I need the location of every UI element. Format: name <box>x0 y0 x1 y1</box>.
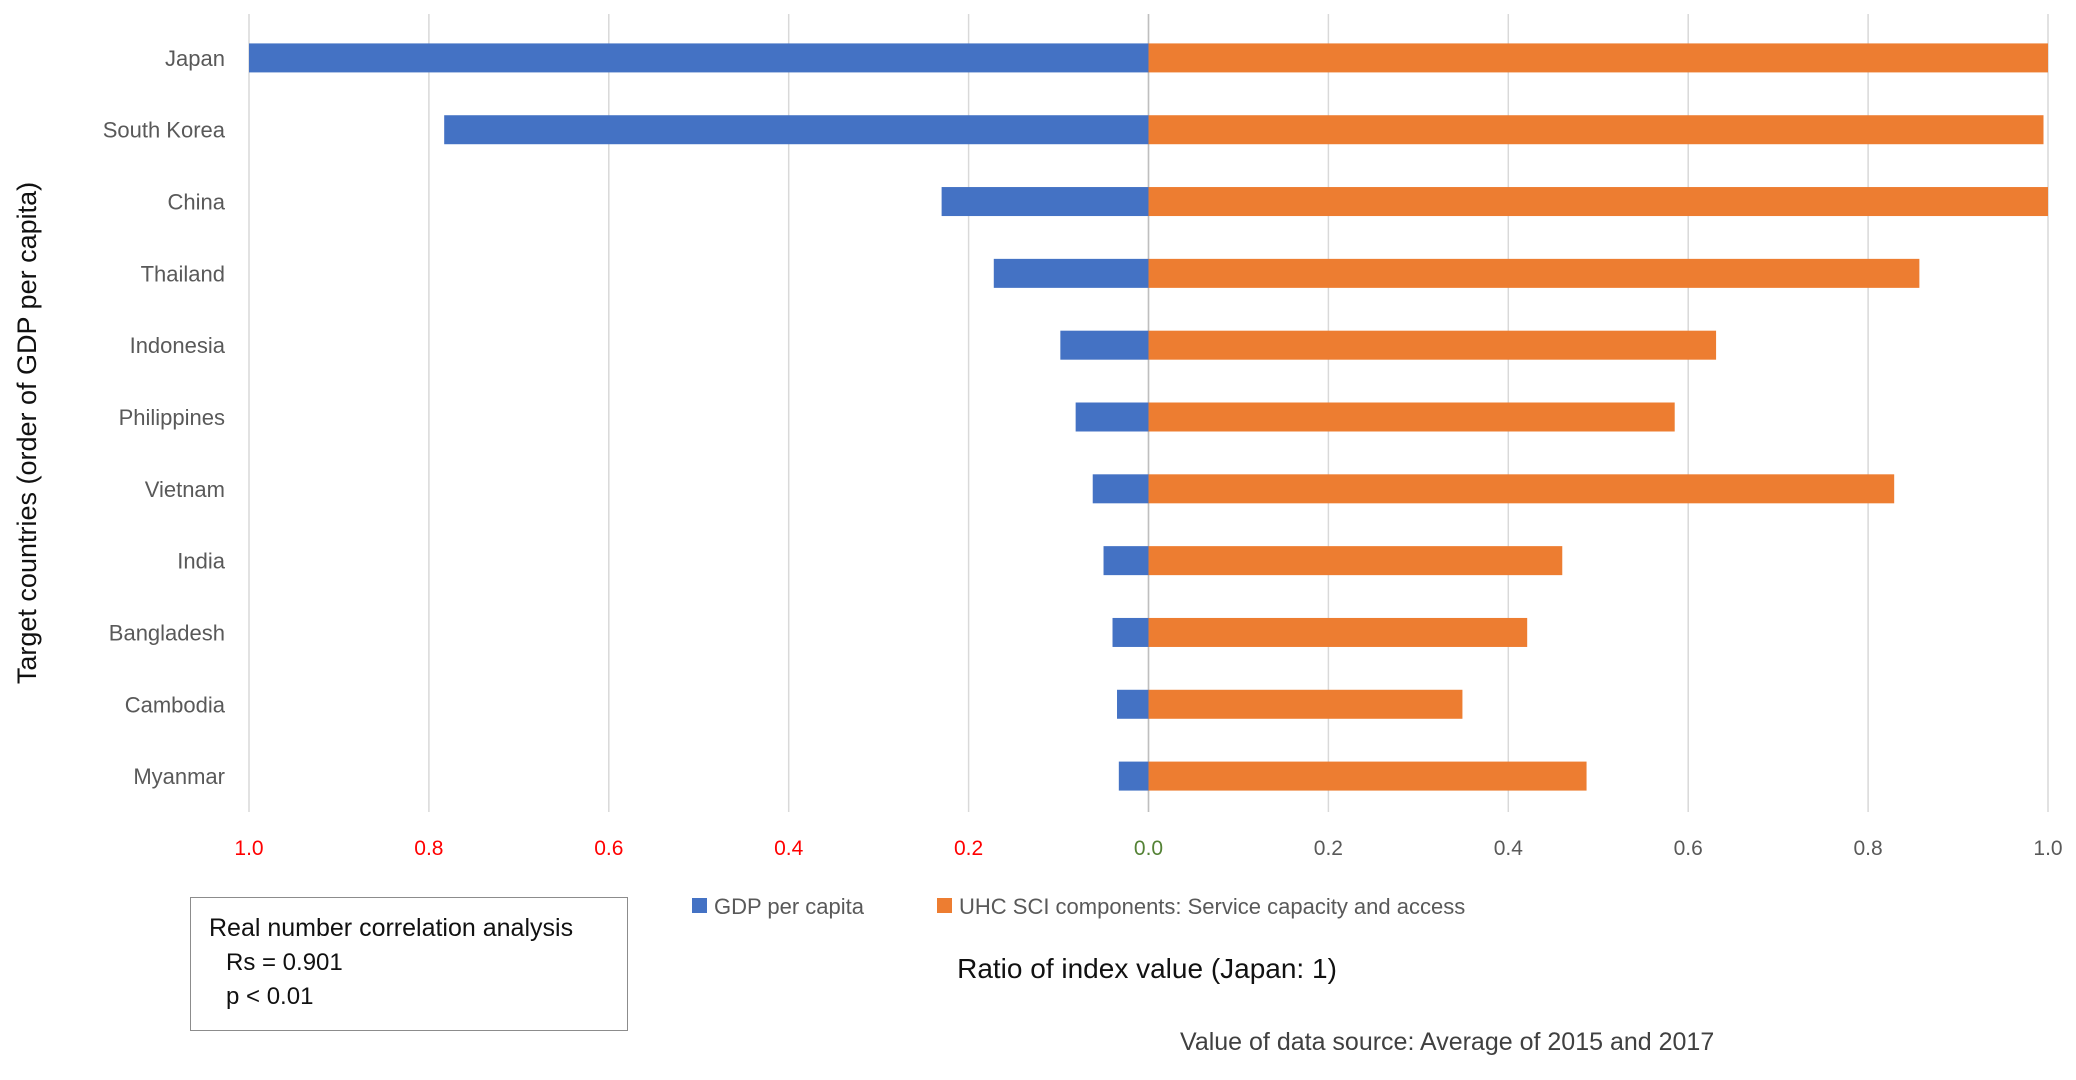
x-tick-label-left: 0.2 <box>954 837 983 860</box>
y-axis-label: Target countries (order of GDP per capit… <box>12 182 42 684</box>
bar-gdp-china <box>941 187 1149 217</box>
bar-gdp-south-korea <box>444 115 1149 145</box>
correlation-box: Real number correlation analysis Rs = 0.… <box>190 897 628 1031</box>
x-tick-label-right: 1.0 <box>2033 837 2062 860</box>
bar-uhc-japan <box>1148 43 2048 73</box>
category-label: China <box>168 190 226 215</box>
bar-gdp-indonesia <box>1060 330 1149 360</box>
bar-uhc-thailand <box>1148 258 1920 288</box>
category-label: Bangladesh <box>109 620 225 645</box>
bar-gdp-philippines <box>1075 402 1149 432</box>
legend-swatch-gdp <box>692 898 707 913</box>
category-label: India <box>177 549 225 574</box>
correlation-rs: Rs = 0.901 <box>226 949 343 976</box>
bar-uhc-vietnam <box>1148 474 1895 504</box>
bar-gdp-thailand <box>993 258 1149 288</box>
bar-gdp-japan <box>249 43 1149 73</box>
bar-uhc-indonesia <box>1148 330 1717 360</box>
x-tick-label-left: 0.8 <box>414 837 443 860</box>
bar-gdp-myanmar <box>1118 761 1149 791</box>
x-tick-label-left: 1.0 <box>234 837 263 860</box>
category-label: Philippines <box>119 405 225 430</box>
bar-uhc-cambodia <box>1148 689 1463 719</box>
x-tick-label-right: 0.6 <box>1674 837 1703 860</box>
category-label: Indonesia <box>130 333 226 358</box>
bar-uhc-philippines <box>1148 402 1675 432</box>
bar-gdp-cambodia <box>1117 689 1149 719</box>
x-tick-label-left: 0.4 <box>774 837 804 860</box>
category-label: South Korea <box>103 118 226 143</box>
category-labels: Japan South Korea China Thailand Indonesia Ph… <box>103 46 226 789</box>
bar-gdp-india <box>1103 546 1149 576</box>
bar-gdp-vietnam <box>1092 474 1149 504</box>
bar-uhc-bangladesh <box>1148 617 1528 647</box>
correlation-title: Real number correlation analysis <box>209 914 574 942</box>
legend: GDP per capita UHC SCI components: Servi… <box>692 894 1465 919</box>
bar-gdp-bangladesh <box>1112 617 1149 647</box>
x-tick-label-center: 0.0 <box>1134 837 1163 860</box>
bar-uhc-china <box>1148 187 2048 217</box>
category-label: Thailand <box>141 261 225 286</box>
category-label: Japan <box>165 46 225 71</box>
bar-uhc-myanmar <box>1148 761 1587 791</box>
bars <box>249 43 2048 791</box>
x-tick-label-left: 0.6 <box>594 837 623 860</box>
category-label: Myanmar <box>133 764 225 789</box>
x-tick-label-right: 0.2 <box>1314 837 1343 860</box>
category-label: Cambodia <box>125 692 226 717</box>
x-tick-label-right: 0.4 <box>1494 837 1524 860</box>
x-axis-label: Ratio of index value (Japan: 1) <box>957 953 1337 984</box>
category-label: Vietnam <box>145 477 225 502</box>
data-source-note: Value of data source: Average of 2015 an… <box>1180 1028 1714 1056</box>
bar-uhc-south-korea <box>1148 115 2044 145</box>
bar-uhc-india <box>1148 546 1563 576</box>
x-tick-label-right: 0.8 <box>1853 837 1882 860</box>
legend-label-uhc: UHC SCI components: Service capacity and… <box>959 894 1465 919</box>
correlation-p: p < 0.01 <box>226 983 314 1010</box>
legend-swatch-uhc <box>937 898 952 913</box>
x-tick-labels: 1.0 0.8 0.6 0.4 0.2 0.0 0.2 0.4 0.6 0.8 1.0 <box>234 837 2062 860</box>
legend-label-gdp: GDP per capita <box>714 894 865 919</box>
